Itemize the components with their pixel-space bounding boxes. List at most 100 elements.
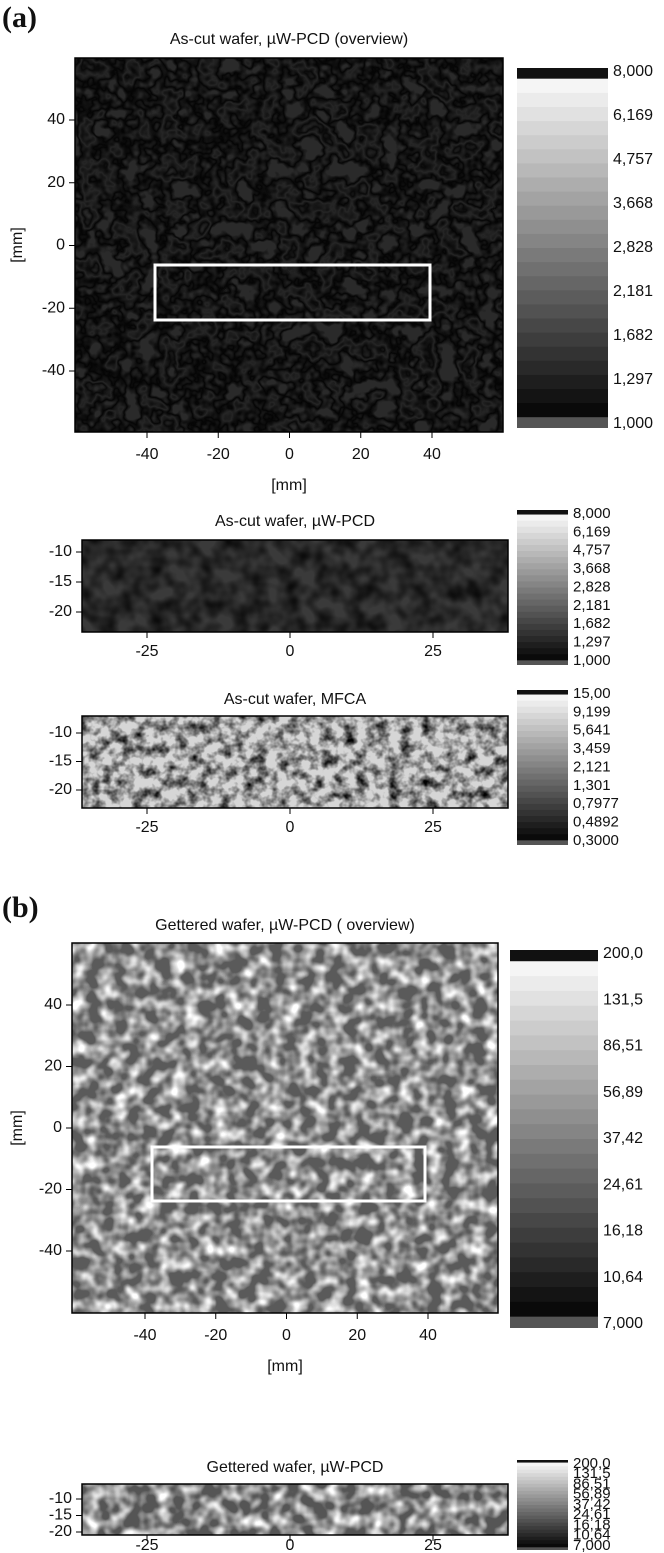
colorbar-step [517, 1483, 568, 1488]
colorbar-step [517, 233, 608, 249]
colorbar-label: 200,0 [603, 945, 643, 962]
y-tick-label: -15 [49, 573, 72, 590]
colorbar-step [517, 648, 568, 655]
y-tick-label: 40 [44, 996, 62, 1013]
colorbar-label: 37,42 [573, 1496, 611, 1513]
colorbar-step [517, 797, 568, 805]
colorbar-step [517, 1480, 568, 1485]
x-axis-label: [mm] [271, 477, 307, 494]
y-tick-label: -10 [49, 724, 72, 741]
colorbar-step [510, 1094, 598, 1110]
colorbar-step [510, 1198, 598, 1214]
y-tick-label: 0 [56, 237, 65, 254]
colorbar-label: 9,199 [573, 703, 611, 720]
colorbar-step [510, 1301, 598, 1318]
colorbar-step [517, 1512, 568, 1517]
colorbar-step [510, 976, 598, 992]
colorbar-step [517, 623, 568, 631]
x-tick-label: 40 [423, 446, 441, 463]
colorbar-step [517, 605, 568, 613]
colorbar-step [517, 629, 568, 637]
colorbar-step [517, 816, 568, 823]
x-tick-label: -25 [135, 643, 158, 660]
colorbar-step [517, 791, 568, 799]
colorbar-step [517, 761, 568, 768]
colorbar-step [517, 654, 568, 661]
colorbar-step [517, 1508, 568, 1513]
colorbar-step [517, 1529, 568, 1534]
colorbar-step [510, 1183, 598, 1199]
colorbar-bottom [517, 660, 568, 665]
x-tick-label: -40 [133, 1327, 156, 1344]
colorbar-step [517, 587, 568, 595]
colorbar-step [510, 1079, 598, 1096]
colorbar-label: 7,000 [573, 1537, 611, 1553]
colorbar-step [510, 1227, 598, 1244]
colorbar-label: 0,7977 [573, 795, 619, 812]
colorbar-step [517, 617, 568, 625]
map-texture [82, 1484, 508, 1535]
colorbar-step [517, 785, 568, 793]
x-tick-label: -25 [135, 1537, 158, 1553]
colorbar-step [517, 642, 568, 649]
colorbar-step [517, 149, 608, 164]
map-texture [82, 540, 508, 632]
colorbar-step [510, 1287, 598, 1303]
colorbar-step [510, 1035, 598, 1051]
colorbar-label: 56,89 [603, 1084, 643, 1101]
colorbar-step [517, 374, 608, 390]
x-tick-label: -25 [135, 819, 158, 836]
y-tick-label: -20 [49, 603, 72, 620]
colorbar-step [517, 135, 608, 150]
colorbar-bottom [510, 1316, 598, 1328]
colorbar-step [517, 822, 568, 829]
map-title: Gettered wafer, µW-PCD [207, 1459, 384, 1476]
colorbar-step [517, 725, 568, 732]
colorbar-step [517, 773, 568, 781]
colorbar-label: 16,18 [573, 1516, 611, 1533]
y-tick-label: 20 [44, 1058, 62, 1075]
colorbar-step [517, 611, 568, 619]
colorbar-label: 16,18 [603, 1223, 643, 1240]
colorbar-step [510, 1050, 598, 1066]
colorbar-step [517, 551, 568, 558]
colorbar-step [517, 834, 568, 841]
colorbar-step [517, 403, 608, 418]
colorbar-label: 131,5 [573, 1465, 611, 1482]
colorbar-step [517, 1536, 568, 1541]
colorbar-step [517, 1490, 568, 1495]
colorbar-step [517, 1469, 568, 1474]
colorbar-step [510, 1005, 598, 1022]
colorbar-step [517, 557, 568, 564]
colorbar-step [517, 575, 568, 582]
colorbar-step [517, 1473, 568, 1478]
colorbar-label: 2,828 [573, 578, 611, 595]
colorbar-step [517, 1476, 568, 1481]
colorbar-label: 24,61 [573, 1506, 611, 1523]
colorbar-label: 1,301 [573, 777, 611, 794]
colorbar-step [517, 749, 568, 756]
x-tick-label: 0 [286, 819, 295, 836]
x-tick-label: 0 [286, 1537, 295, 1553]
colorbar-step [517, 248, 608, 263]
colorbar-bottom [517, 417, 608, 428]
colorbar-step [517, 205, 608, 221]
y-tick-label: 20 [47, 174, 65, 191]
colorbar-step [517, 1533, 568, 1538]
colorbar-step [517, 121, 608, 136]
map-title: As-cut wafer, MFCA [224, 691, 367, 708]
colorbar-label: 0,4892 [573, 814, 619, 831]
colorbar-step [517, 1515, 568, 1520]
x-tick-label: 25 [424, 819, 442, 836]
colorbar-label: 10,64 [603, 1269, 643, 1286]
y-axis-label: [mm] [9, 1110, 26, 1146]
colorbar-step [517, 779, 568, 787]
y-tick-label: -20 [49, 1523, 72, 1540]
colorbar-step [517, 593, 568, 601]
colorbar-step [510, 1109, 598, 1125]
colorbar-top [517, 510, 568, 515]
colorbar-step [517, 1505, 568, 1510]
colorbar-step [517, 191, 608, 207]
colorbar-step [517, 520, 568, 528]
colorbar-step [517, 636, 568, 643]
